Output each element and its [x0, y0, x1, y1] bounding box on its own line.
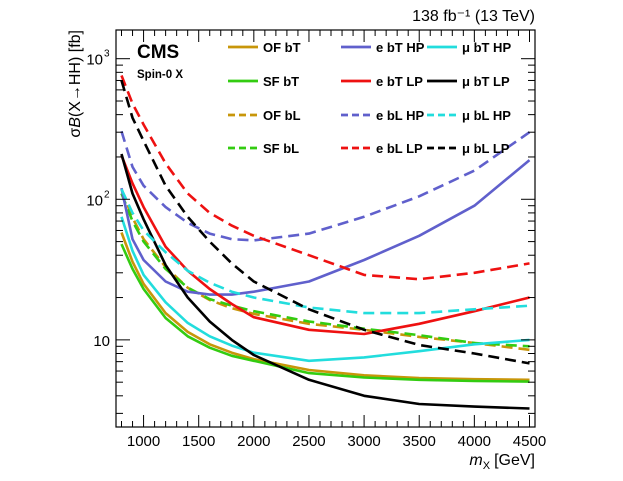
- y-axis-title-b: B: [67, 117, 84, 128]
- x-tick-label: 1500: [182, 433, 215, 450]
- y-axis-title-rest: (X→HH) [fb]: [67, 30, 84, 117]
- legend-label-e-bt-hp: e bT HP: [376, 40, 425, 55]
- lumi-label: 138 fb⁻¹ (13 TeV): [412, 8, 535, 25]
- series-line-of-bt: [120, 232, 530, 382]
- legend-label-e-bl-hp: e bL HP: [376, 108, 424, 123]
- legend-label-of-bt: OF bT: [263, 40, 301, 55]
- y-axis-title-sigma: σ: [67, 128, 84, 138]
- x-tick-label: 4000: [458, 433, 491, 450]
- series-line-sf-bl: [120, 193, 530, 348]
- series-line-sf-bt: [120, 243, 530, 383]
- x-tick-label: 3500: [403, 433, 436, 450]
- legend-label-sf-bt: SF bT: [263, 74, 299, 89]
- y-tick-label: 10: [86, 52, 103, 69]
- x-axis-title-sub: X: [483, 460, 491, 472]
- x-tick-label: 2500: [292, 433, 325, 450]
- x-tick-label: 4500: [513, 433, 546, 450]
- x-axis-title: mX [GeV]: [469, 452, 535, 472]
- series-line-e-bl-hp: [120, 130, 531, 242]
- legend-label-of-bl: OF bL: [263, 108, 301, 123]
- x-tick-label: 1000: [127, 433, 160, 450]
- y-tick-label: 10: [93, 333, 110, 350]
- series-line-mu-bt-lp: [120, 153, 530, 410]
- series-line-of-bl: [120, 188, 530, 352]
- y-axis-title: σB(X→HH) [fb]: [67, 30, 84, 138]
- legend-label-e-bl-lp: e bL LP: [376, 141, 423, 156]
- experiment-label: CMS: [137, 42, 179, 63]
- series-line-e-bt-lp: [120, 155, 530, 336]
- x-tick-label: 3000: [347, 433, 380, 450]
- series-line-mu-bl-hp: [120, 188, 530, 315]
- legend-label-mu-bt-lp: μ bT LP: [462, 74, 510, 89]
- x-axis-title-unit: [GeV]: [494, 452, 535, 469]
- x-axis-title-main: m: [469, 452, 482, 469]
- y-tick-exponent: 2: [104, 189, 110, 200]
- x-tick-label: 2000: [237, 433, 270, 450]
- series-line-e-bt-hp: [120, 159, 531, 296]
- legend-label-mu-bl-lp: μ bL LP: [462, 141, 510, 156]
- legend-label-mu-bl-hp: μ bL HP: [462, 108, 511, 123]
- series-line-e-bl-lp: [120, 75, 530, 281]
- chart-subtitle: Spin-0 X: [137, 69, 183, 81]
- series-line-mu-bt-hp: [120, 216, 530, 363]
- y-tick-label: 10: [86, 192, 103, 209]
- legend-label-sf-bl: SF bL: [263, 141, 299, 156]
- legend-label-mu-bt-hp: μ bT HP: [462, 40, 511, 55]
- plot-frame: [115, 29, 536, 428]
- series-layer: [120, 75, 531, 410]
- legend-label-e-bt-lp: e bT LP: [376, 74, 423, 89]
- legend: OF bT SF bT OF bL SF bL e bT HP e bT LP e bL H…: [228, 40, 511, 156]
- y-tick-exponent: 3: [104, 49, 110, 60]
